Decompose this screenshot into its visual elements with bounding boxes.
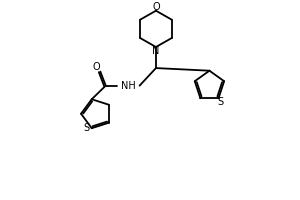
Text: O: O — [93, 62, 100, 72]
Text: S: S — [84, 123, 90, 133]
Text: O: O — [152, 2, 160, 12]
Text: S: S — [217, 97, 223, 107]
Text: NH: NH — [121, 81, 136, 91]
Text: N: N — [152, 46, 160, 56]
